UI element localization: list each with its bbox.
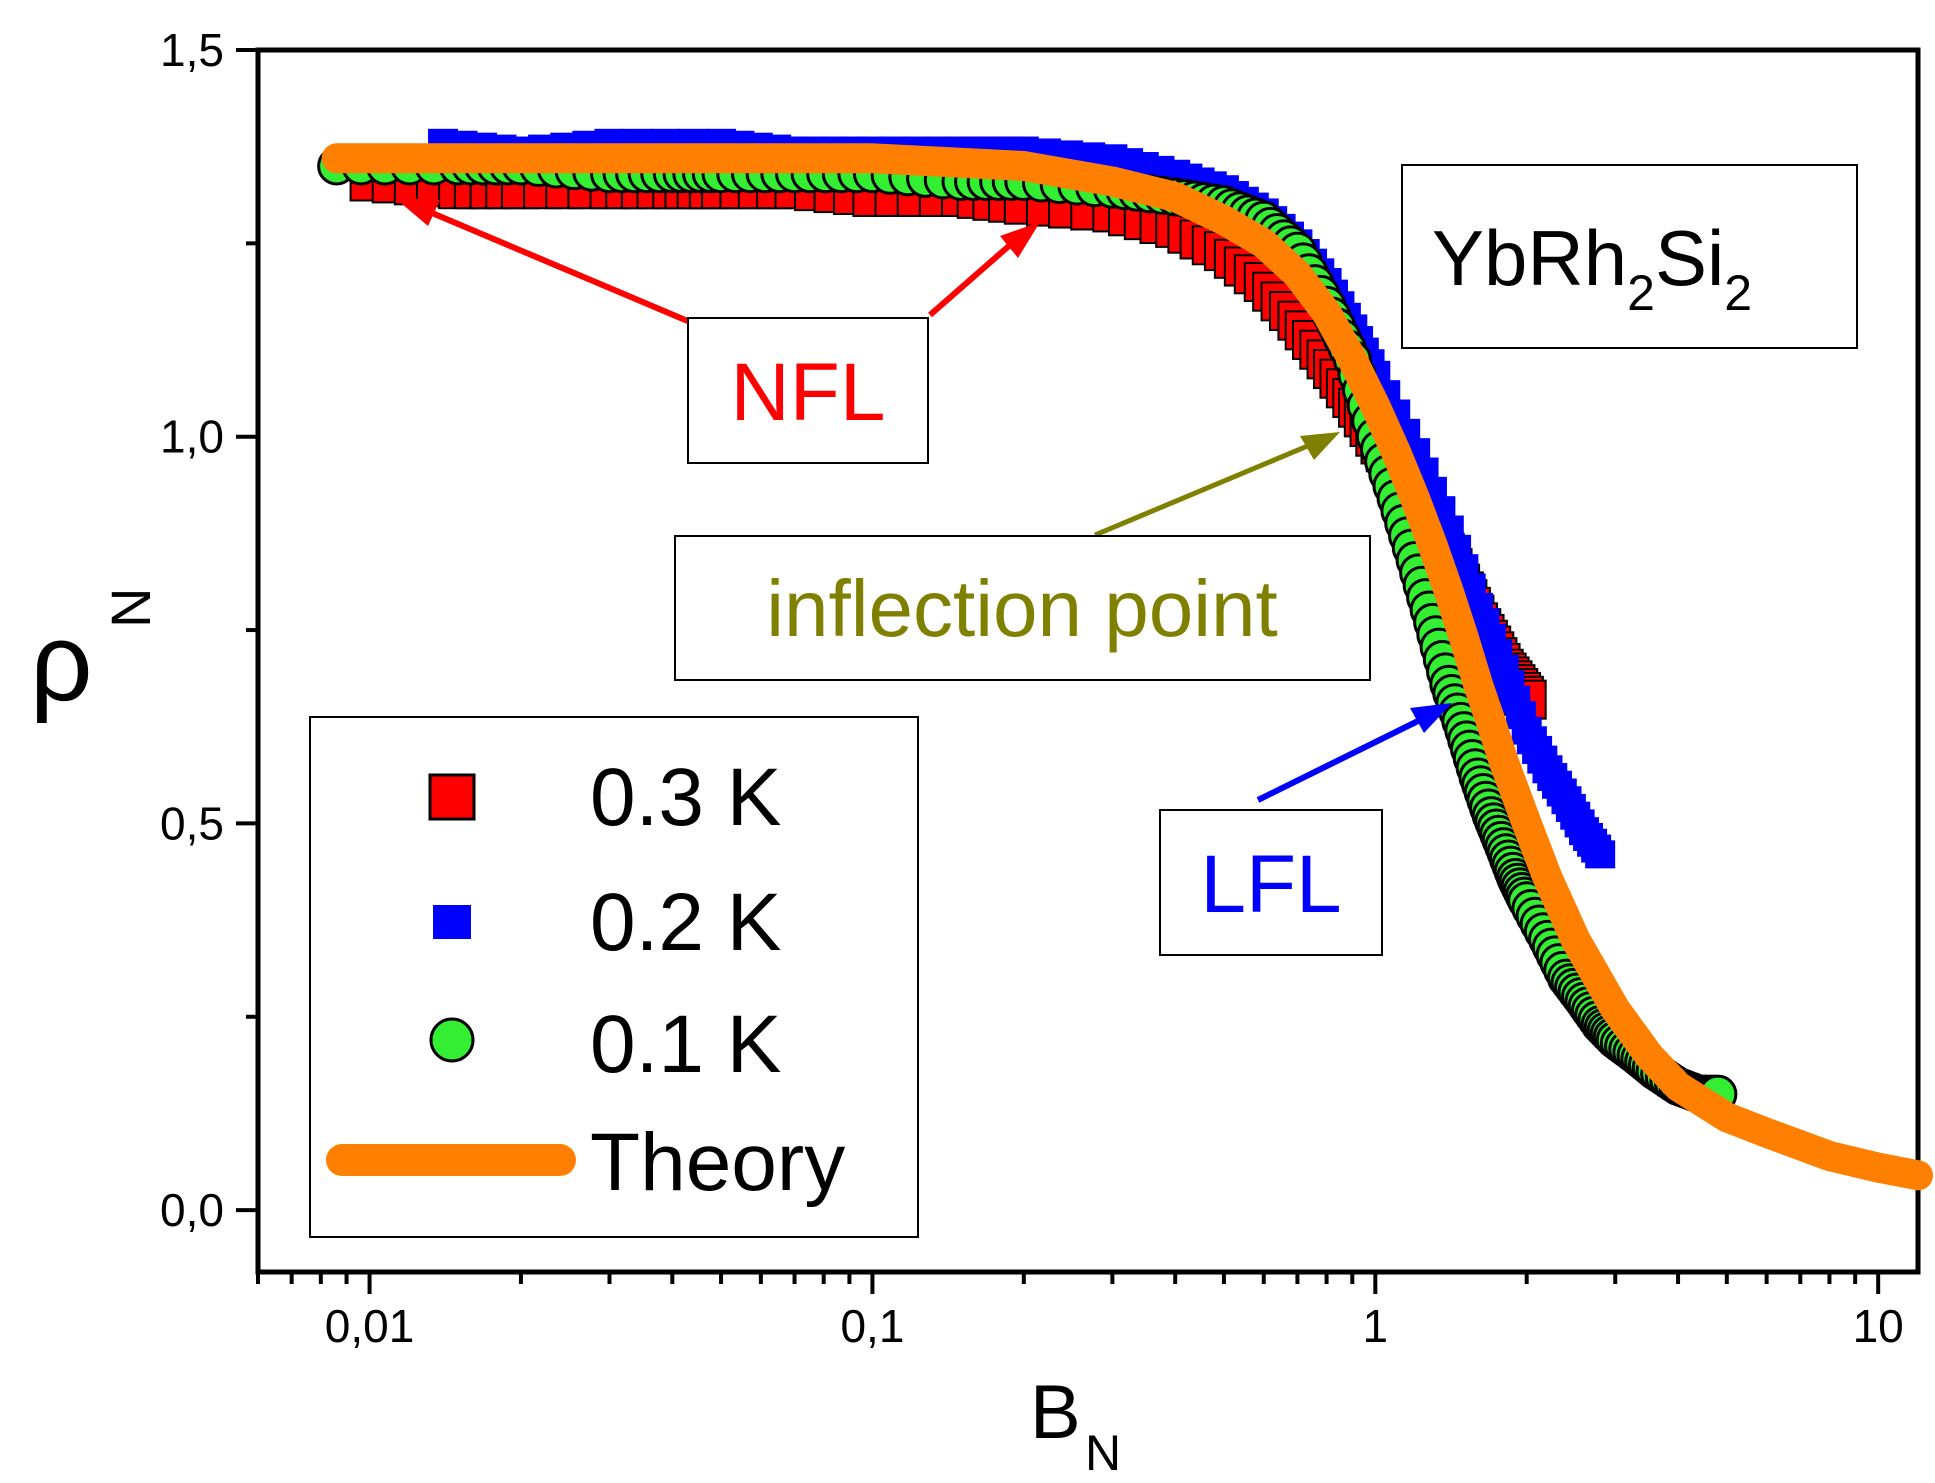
x-axis-label: B N <box>1030 1370 1121 1481</box>
x-tick-label: 10 <box>1853 1300 1904 1352</box>
compound-part-2: Si <box>1655 214 1724 302</box>
y-tick-label: 1,0 <box>160 411 224 463</box>
y-axis-ticks: 0,0 0,5 1,0 1,5 <box>160 24 258 1236</box>
y-tick-label: 0,5 <box>160 797 224 849</box>
compound-sub-1: 2 <box>1627 265 1655 321</box>
x-tick-label: 0,01 <box>325 1300 415 1352</box>
legend-label-0.3K: 0.3 K <box>590 752 781 843</box>
compound-part-1: YbRh <box>1432 214 1627 302</box>
compound-label: YbRh2Si2 <box>1432 214 1752 321</box>
y-axis-label: ρ N <box>30 588 162 724</box>
theory-line <box>321 143 1933 1191</box>
nfl-arrowhead-left <box>395 198 440 226</box>
y-tick-label: 1,5 <box>160 24 224 76</box>
legend: 0.3 K 0.2 K 0.1 K Theory <box>309 716 919 1238</box>
nfl-label: NFL <box>731 347 886 438</box>
annotation-lfl: LFL <box>1159 703 1452 956</box>
legend-marker-0.2K <box>433 905 471 939</box>
y-label-main: ρ <box>30 601 93 724</box>
lfl-label: LFL <box>1200 839 1341 930</box>
x-label-main: B <box>1030 1370 1081 1455</box>
legend-label-0.2K: 0.2 K <box>590 877 781 968</box>
nfl-arrowhead-right <box>1000 222 1040 258</box>
x-label-sub: N <box>1085 1425 1121 1481</box>
lfl-box <box>1159 809 1383 956</box>
y-tick-label: 0,0 <box>160 1184 224 1236</box>
x-tick-label: 0,1 <box>840 1300 904 1352</box>
nfl-arrow-left <box>423 207 692 325</box>
point-0.2K <box>1585 840 1616 869</box>
legend-marker-0.1K <box>429 1017 475 1063</box>
legend-label-theory: Theory <box>590 1117 845 1208</box>
y-label-sub: N <box>99 588 162 628</box>
annotation-nfl: NFL <box>395 198 1040 464</box>
compound-sub-2: 2 <box>1724 265 1752 321</box>
lfl-arrowhead <box>1410 703 1452 733</box>
lfl-arrow <box>1256 717 1422 803</box>
series-layer <box>317 128 1933 1191</box>
annotation-inflection: inflection point <box>674 432 1371 681</box>
compound-box <box>1401 164 1858 349</box>
inflection-arrow <box>1094 442 1311 538</box>
nfl-arrow-right <box>928 242 1012 318</box>
annotation-compound: YbRh2Si2 <box>1401 164 1858 349</box>
inflection-label: inflection point <box>766 564 1277 653</box>
legend-marker-0.3K <box>428 773 476 821</box>
nfl-box <box>687 317 929 464</box>
inflection-arrowhead <box>1300 432 1340 460</box>
x-axis-ticks: 0,01 0,1 1 10 <box>256 1272 1904 1352</box>
plot-frame <box>255 47 1921 1275</box>
legend-label-0.1K: 0.1 K <box>590 999 781 1090</box>
x-tick-label: 1 <box>1363 1300 1389 1352</box>
inflection-box <box>674 535 1371 681</box>
